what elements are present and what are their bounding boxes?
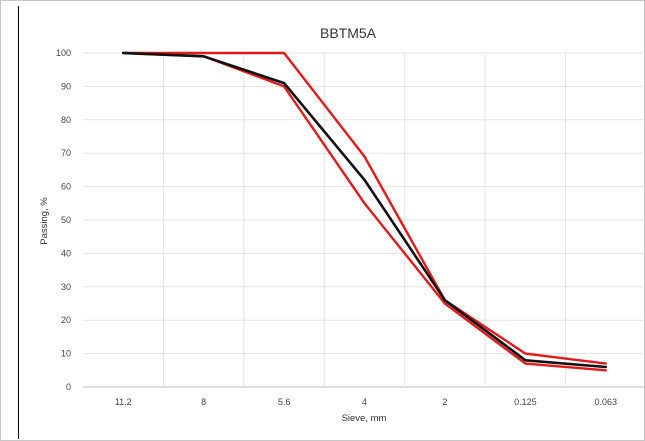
y-tick-label: 80 (61, 115, 71, 125)
x-tick-label: 2 (442, 397, 447, 407)
y-tick-label: 90 (61, 81, 71, 91)
y-axis-title: Passing, % (39, 197, 50, 245)
frame-left-rule (18, 6, 19, 439)
series-line-1 (121, 51, 607, 365)
series-line-2 (121, 51, 607, 372)
y-tick-label: 50 (61, 215, 71, 225)
x-tick-label: 5.6 (278, 397, 291, 407)
y-tick-label: 30 (61, 282, 71, 292)
grid-layer (83, 52, 645, 388)
axis-layer: 0 10 20 30 40 50 60 70 80 90 100 11.2 8 5.6 4 2 0.125 0.0… (56, 48, 617, 407)
y-tick-label: 100 (56, 48, 71, 58)
y-tick-label: 0 (66, 382, 71, 392)
x-axis-title: Sieve, mm (342, 413, 387, 424)
series-line-3 (121, 51, 608, 369)
x-tick-label: 0.125 (514, 397, 537, 407)
y-tick-label: 20 (61, 315, 71, 325)
x-tick-label: 4 (362, 397, 367, 407)
y-tick-label: 10 (61, 349, 71, 359)
x-tick-label: 0.063 (595, 397, 618, 407)
y-tick-label: 60 (61, 182, 71, 192)
chart-title: BBTM5A (320, 25, 377, 41)
x-tick-label: 8 (201, 397, 206, 407)
y-tick-label: 70 (61, 148, 71, 158)
x-tick-label: 11.2 (115, 397, 132, 407)
y-tick-label: 40 (61, 248, 71, 258)
series-layer (121, 51, 608, 372)
